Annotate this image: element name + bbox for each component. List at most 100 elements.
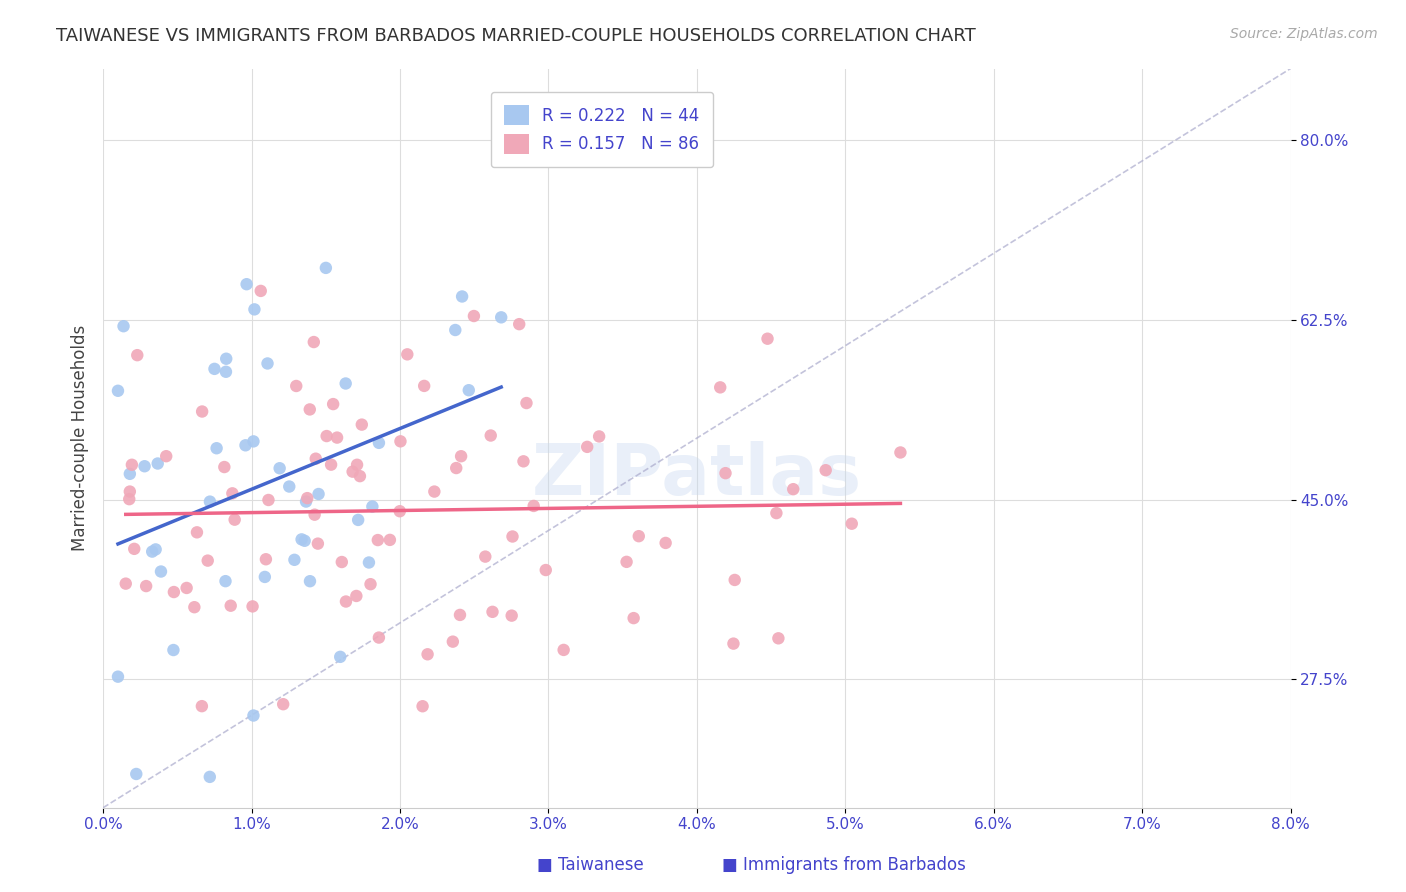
Point: [413, 379, 436, 393]
Point: [125, 767, 148, 781]
Point: [512, 454, 534, 468]
Point: [118, 484, 141, 499]
Point: [112, 319, 135, 334]
Point: [576, 440, 599, 454]
Y-axis label: Married-couple Households: Married-couple Households: [72, 325, 89, 551]
Point: [191, 404, 214, 418]
Point: [186, 525, 208, 540]
Point: [322, 397, 344, 411]
Text: ■ Immigrants from Barbados: ■ Immigrants from Barbados: [721, 856, 966, 874]
Point: [329, 649, 352, 664]
Point: [388, 504, 411, 518]
Point: [269, 461, 291, 475]
Point: [457, 383, 479, 397]
Point: [146, 457, 169, 471]
Point: [278, 479, 301, 493]
Point: [416, 647, 439, 661]
Point: [298, 574, 321, 589]
Point: [205, 442, 228, 456]
Point: [502, 529, 524, 543]
Point: [215, 351, 238, 366]
Point: [378, 533, 401, 547]
Point: [463, 309, 485, 323]
Point: [515, 396, 537, 410]
Point: [782, 482, 804, 496]
Point: [215, 365, 238, 379]
Point: [315, 429, 337, 443]
Point: [342, 465, 364, 479]
Point: [135, 579, 157, 593]
Point: [249, 284, 271, 298]
Point: [298, 402, 321, 417]
Point: [654, 536, 676, 550]
Point: [224, 513, 246, 527]
Point: [423, 484, 446, 499]
Point: [235, 438, 257, 452]
Point: [257, 493, 280, 508]
Point: [285, 379, 308, 393]
Point: [723, 637, 745, 651]
Point: [271, 697, 294, 711]
Point: [141, 544, 163, 558]
Point: [162, 643, 184, 657]
Point: [724, 573, 747, 587]
Point: [176, 581, 198, 595]
Point: [479, 428, 502, 442]
Point: [616, 555, 638, 569]
Point: [765, 506, 787, 520]
Point: [714, 466, 737, 480]
Point: [302, 334, 325, 349]
Point: [450, 449, 472, 463]
Point: [357, 556, 380, 570]
Point: [367, 533, 389, 547]
Point: [214, 574, 236, 589]
Point: [256, 356, 278, 370]
Point: [305, 451, 328, 466]
Point: [347, 513, 370, 527]
Point: [118, 492, 141, 507]
Point: [291, 533, 314, 547]
Point: [444, 461, 467, 475]
Point: [508, 317, 530, 331]
Point: [501, 608, 523, 623]
Point: [553, 643, 575, 657]
Point: [627, 529, 650, 543]
Point: [242, 599, 264, 614]
Point: [221, 486, 243, 500]
Point: [283, 553, 305, 567]
Point: [197, 553, 219, 567]
Point: [107, 670, 129, 684]
Point: [361, 500, 384, 514]
Point: [444, 323, 467, 337]
Point: [412, 699, 434, 714]
Point: [198, 770, 221, 784]
Point: [243, 302, 266, 317]
Text: ZIPatlas: ZIPatlas: [531, 441, 862, 509]
Point: [768, 632, 790, 646]
Point: [242, 434, 264, 449]
Point: [253, 570, 276, 584]
Point: [756, 332, 779, 346]
Point: [191, 699, 214, 714]
Point: [841, 516, 863, 531]
Point: [588, 429, 610, 443]
Point: [297, 491, 319, 505]
Point: [814, 463, 837, 477]
Point: [235, 277, 257, 292]
Point: [368, 435, 391, 450]
Text: TAIWANESE VS IMMIGRANTS FROM BARBADOS MARRIED-COUPLE HOUSEHOLDS CORRELATION CHAR: TAIWANESE VS IMMIGRANTS FROM BARBADOS MA…: [56, 27, 976, 45]
Point: [449, 607, 471, 622]
Text: Source: ZipAtlas.com: Source: ZipAtlas.com: [1230, 27, 1378, 41]
Point: [344, 589, 367, 603]
Point: [709, 380, 731, 394]
Point: [214, 460, 236, 475]
Point: [134, 459, 156, 474]
Point: [349, 469, 371, 483]
Point: [294, 533, 316, 548]
Point: [304, 508, 326, 522]
Point: [889, 445, 911, 459]
Point: [389, 434, 412, 449]
Point: [254, 552, 277, 566]
Point: [163, 585, 186, 599]
Point: [242, 708, 264, 723]
